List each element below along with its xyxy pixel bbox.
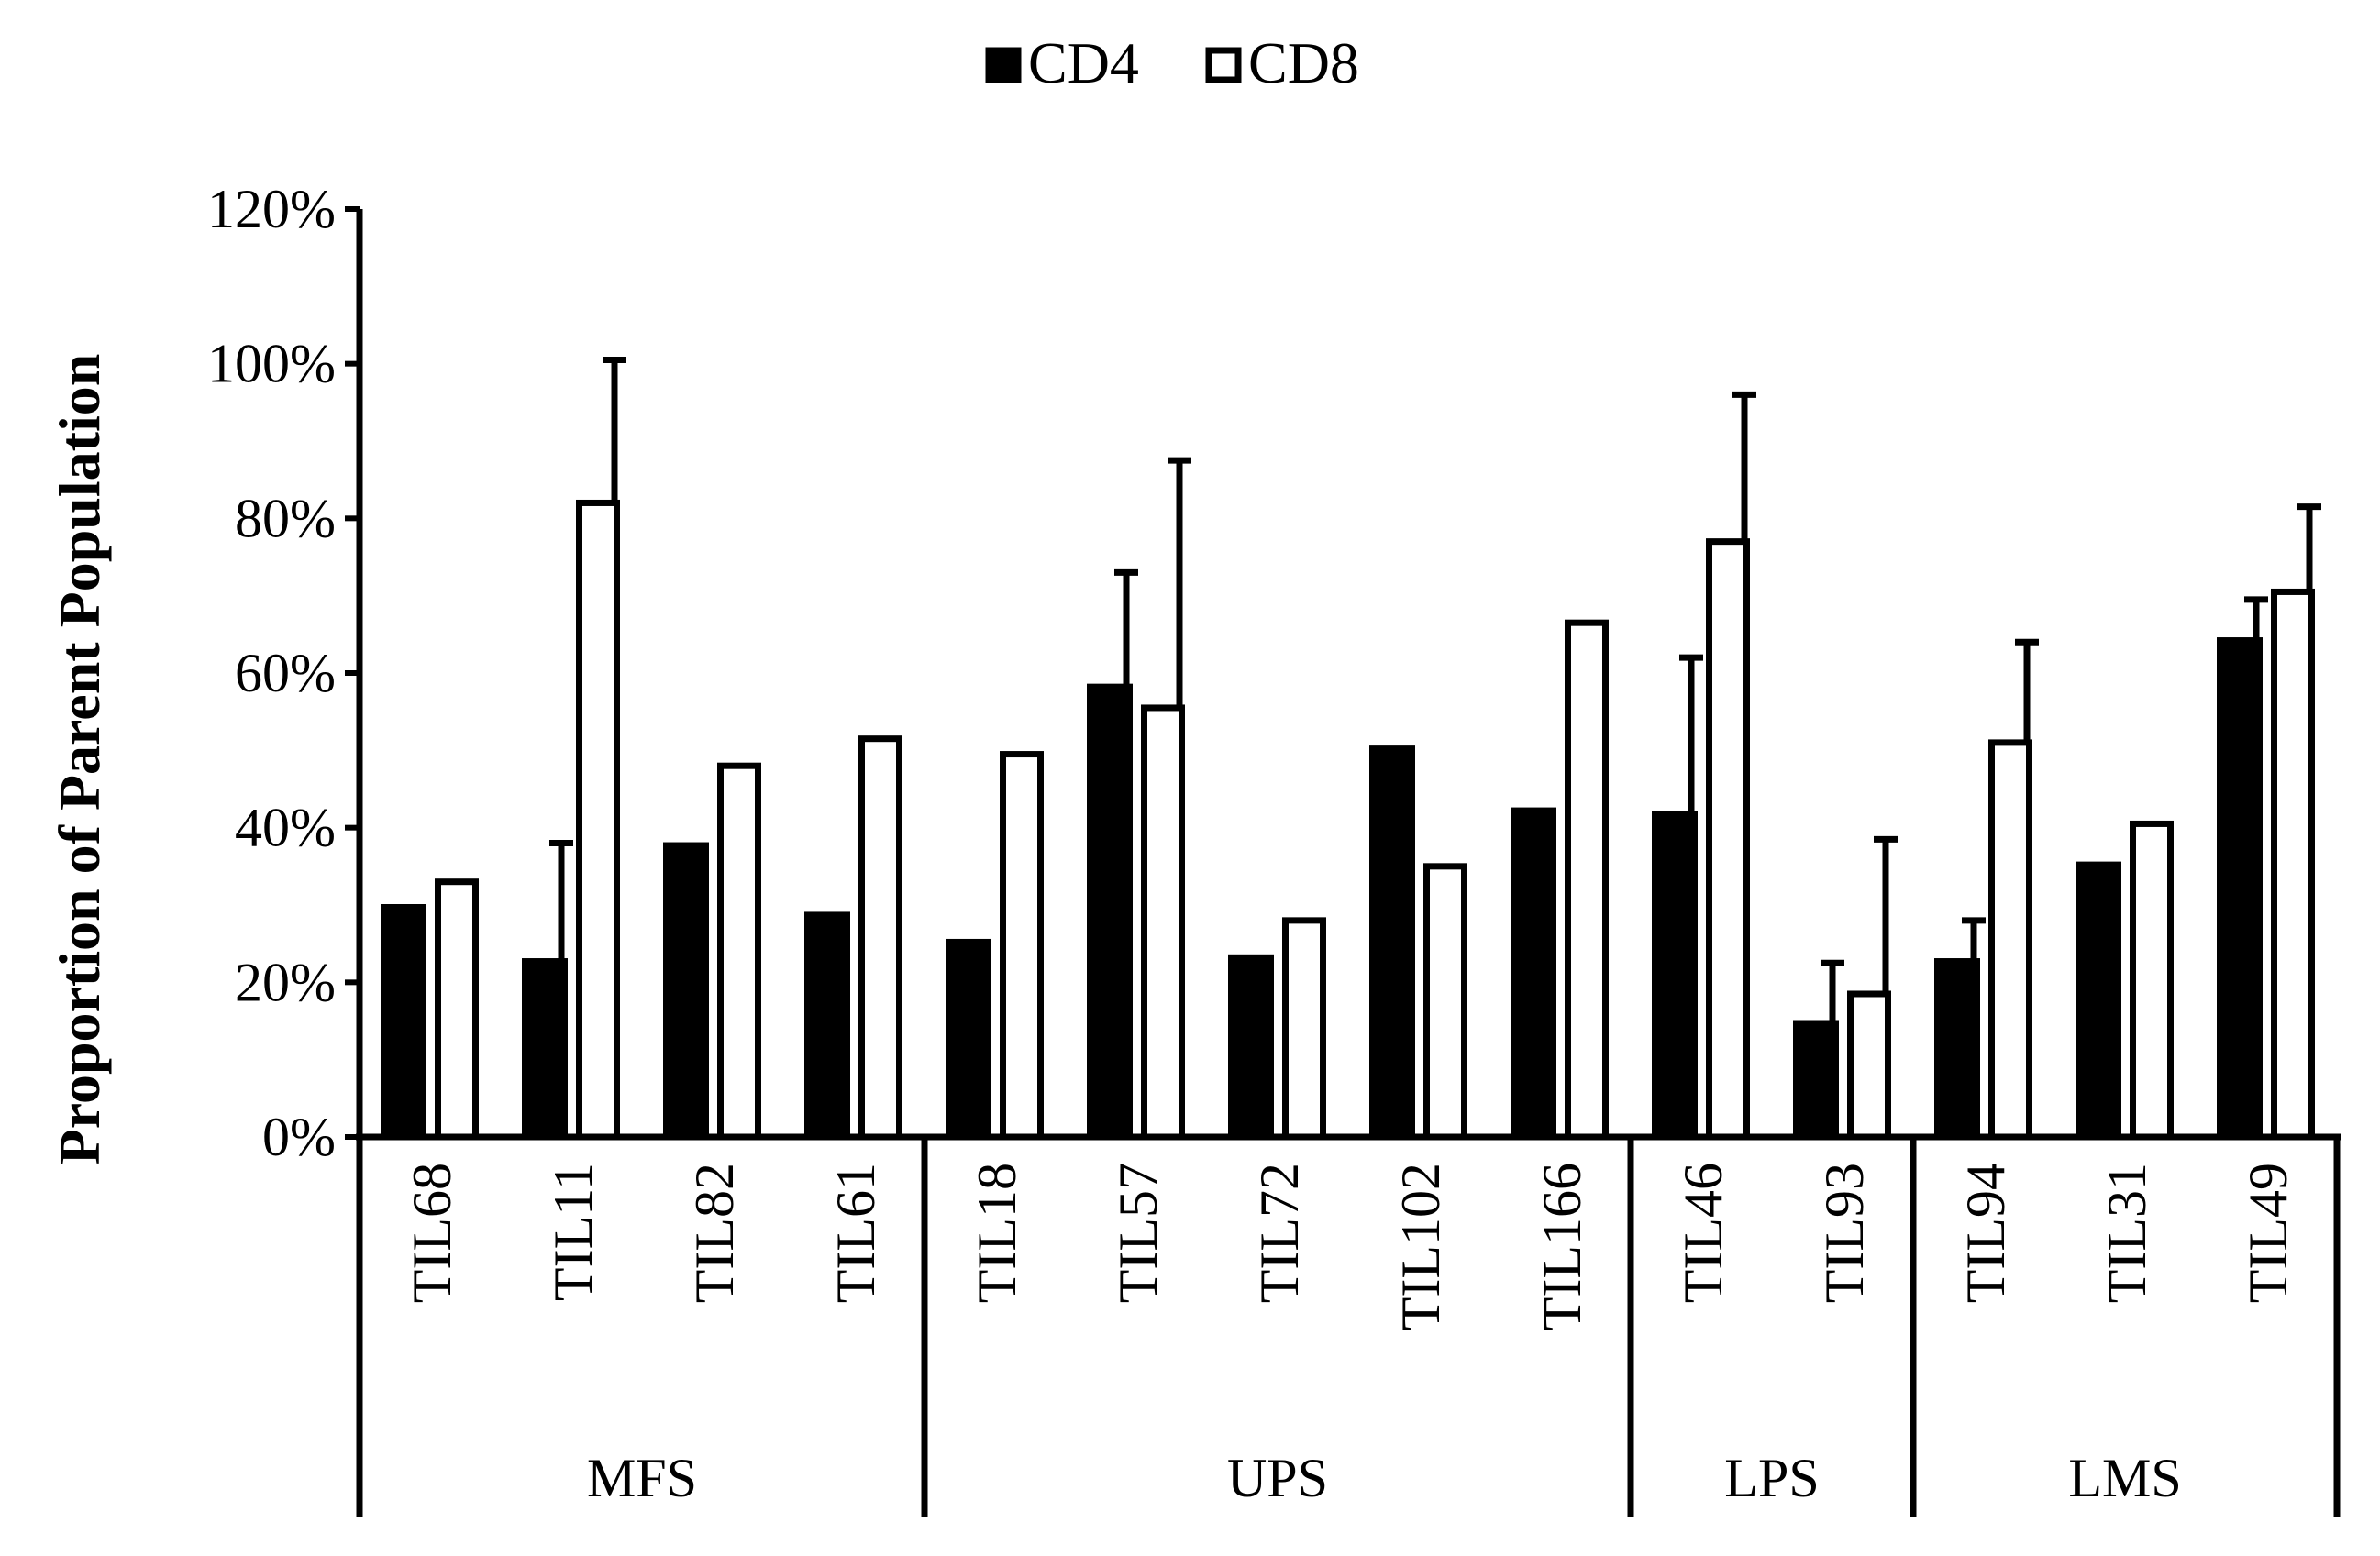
bar-cd4-til94 xyxy=(1934,958,1980,1138)
category-label-til72: TIL72 xyxy=(1249,1163,1310,1303)
bar-cd4-til11 xyxy=(522,958,568,1138)
category-label-til31: TIL31 xyxy=(2097,1163,2157,1303)
bar-cd8-til82 xyxy=(717,762,761,1141)
category-label-til93: TIL93 xyxy=(1814,1163,1875,1303)
y-axis: 0% 20% 40% 60% 80% 100% 120% xyxy=(207,179,363,1167)
axes-layer xyxy=(356,1133,2341,1517)
y-tick-label: 120% xyxy=(207,179,336,239)
y-tick-label: 0% xyxy=(262,1107,336,1167)
y-axis-title-group: Proportion of Parent Population xyxy=(47,354,112,1165)
group-label-lms: LMS xyxy=(2068,1448,2181,1508)
bar-cd8-til72 xyxy=(1282,917,1326,1141)
bar-cd4-til166 xyxy=(1511,807,1556,1138)
bar-cd4-til93 xyxy=(1793,1020,1839,1138)
category-label-til94: TIL94 xyxy=(1955,1163,2016,1303)
y-tick-label: 40% xyxy=(235,798,336,858)
category-label-til61: TIL61 xyxy=(825,1163,886,1303)
legend-label-cd4: CD4 xyxy=(1028,30,1139,95)
bar-cd8-til46 xyxy=(1706,538,1750,1141)
category-label-til49: TIL49 xyxy=(2238,1163,2298,1303)
category-label-til68: TIL68 xyxy=(402,1163,462,1303)
bar-cd8-til57 xyxy=(1141,704,1185,1141)
bars-layer xyxy=(381,356,2321,1141)
chart-legend: CD4 CD8 xyxy=(985,30,1359,95)
bar-cd4-til61 xyxy=(804,911,850,1139)
bar-cd4-til49 xyxy=(2217,637,2263,1138)
legend-label-cd8: CD8 xyxy=(1248,30,1359,95)
bar-cd4-til82 xyxy=(663,842,709,1138)
bar-cd4-til68 xyxy=(381,904,426,1138)
bar-cd4-til31 xyxy=(2076,861,2121,1138)
y-tick-label: 20% xyxy=(235,952,336,1012)
group-label-lps: LPS xyxy=(1724,1448,1819,1508)
bar-cd8-til11 xyxy=(576,499,620,1141)
bar-cd4-til102 xyxy=(1369,745,1415,1138)
group-label-ups: UPS xyxy=(1227,1448,1328,1508)
bar-cd8-til31 xyxy=(2130,820,2174,1141)
category-label-til46: TIL46 xyxy=(1673,1163,1733,1303)
category-label-til18: TIL18 xyxy=(967,1163,1027,1303)
group-label-mfs: MFS xyxy=(587,1448,697,1508)
bar-cd8-til68 xyxy=(435,878,479,1141)
bar-cd8-til49 xyxy=(2271,588,2315,1141)
y-axis-title: Proportion of Parent Population xyxy=(47,354,112,1165)
bar-cd8-til166 xyxy=(1565,619,1609,1141)
bar-cd4-til72 xyxy=(1228,954,1274,1138)
y-tick-label: 100% xyxy=(207,334,336,394)
category-label-til57: TIL57 xyxy=(1108,1163,1168,1303)
category-label-til11: TIL11 xyxy=(543,1163,603,1301)
y-tick-label: 60% xyxy=(235,643,336,703)
category-label-til82: TIL82 xyxy=(684,1163,745,1303)
bar-cd8-til18 xyxy=(1000,751,1044,1141)
bar-cd4-til57 xyxy=(1087,683,1133,1139)
legend-swatch-cd8 xyxy=(1205,47,1242,83)
legend-swatch-cd4 xyxy=(985,47,1022,83)
bar-cd4-til18 xyxy=(946,938,991,1138)
bar-cd4-til46 xyxy=(1652,811,1698,1138)
bar-cd8-til61 xyxy=(858,735,902,1141)
bar-cd8-til102 xyxy=(1423,863,1467,1141)
x-axis-labels: TIL68 TIL11 TIL82 TIL61 TIL18 TIL57 TIL72 TIL10… xyxy=(402,1163,2298,1508)
y-tick-label: 80% xyxy=(235,488,336,548)
bar-cd8-til94 xyxy=(1988,739,2032,1141)
bar-cd8-til93 xyxy=(1847,990,1891,1141)
category-label-til102: TIL102 xyxy=(1390,1163,1451,1330)
category-label-til166: TIL166 xyxy=(1532,1163,1592,1330)
